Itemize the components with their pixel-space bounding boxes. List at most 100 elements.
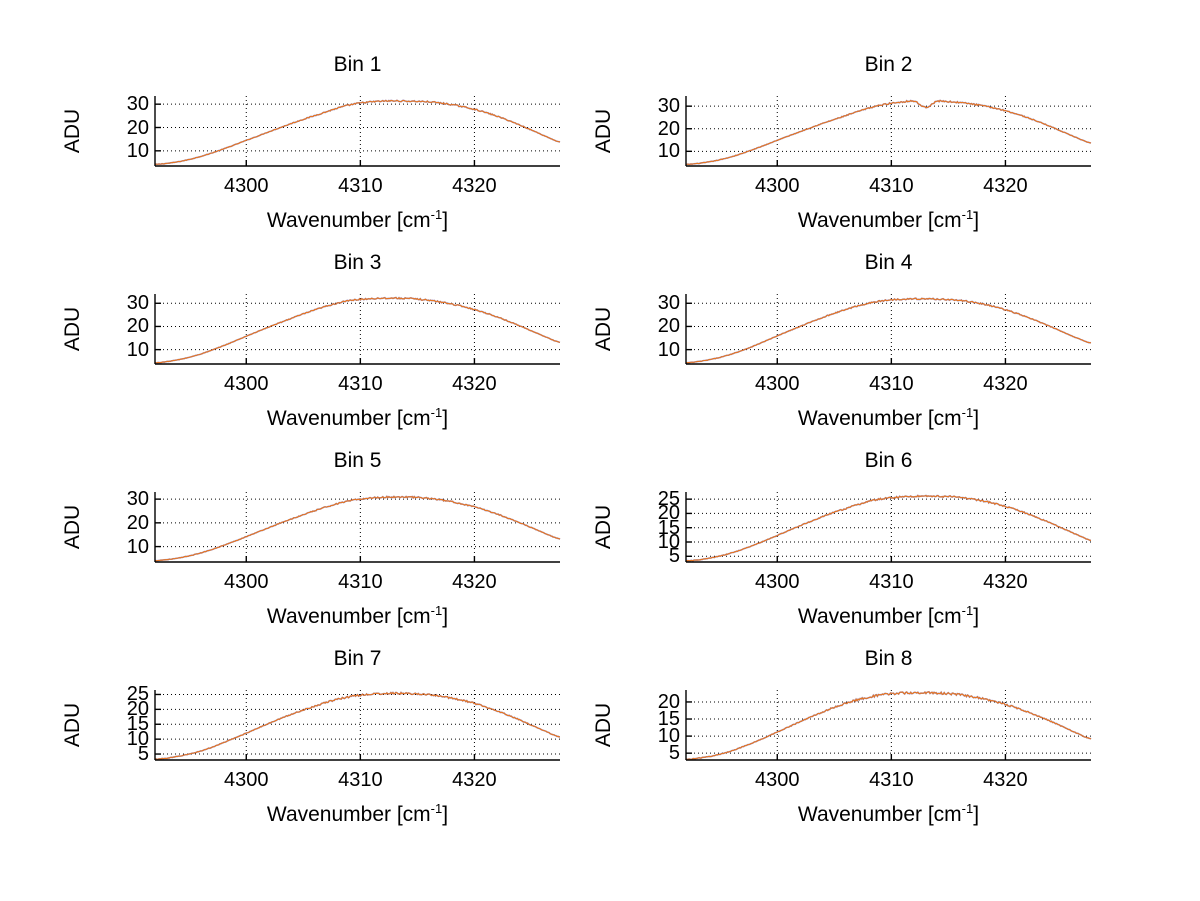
- y-tick-label: 10: [126, 338, 149, 361]
- data-curve-underlay: [685, 99, 1092, 166]
- x-axis-label-exponent: -1: [961, 801, 974, 816]
- y-tick-label: 20: [126, 116, 149, 139]
- data-curve-underlay: [154, 495, 561, 562]
- x-tick-label: 4310: [338, 769, 383, 791]
- x-axis-label-text: Wavenumber [cm: [266, 209, 431, 232]
- y-axis-label: ADU: [592, 504, 615, 550]
- plot-axes: 10 20 30 4300 4310 4320: [127, 293, 561, 394]
- panel-title: Bin 3: [333, 251, 382, 274]
- subplot-bin-4: Bin 4 ADU 10 20 30 4300 4310 4320 Wavenumber [cm…: [576, 252, 1111, 442]
- y-tick-label: 20: [126, 315, 149, 338]
- x-axis-label-exponent: -1: [430, 207, 443, 222]
- plot-svg: [685, 294, 1092, 365]
- x-axis-label-bracket: ]: [442, 803, 449, 826]
- y-axis-label: ADU: [592, 108, 615, 154]
- x-tick-label: 4320: [452, 571, 497, 593]
- x-tick-label: 4310: [869, 571, 914, 593]
- data-curve: [685, 691, 1092, 760]
- x-tick-label: 4300: [755, 769, 800, 791]
- x-tick-label: 4310: [338, 571, 383, 593]
- y-tick-label: 25: [126, 683, 149, 706]
- x-tick-label: 4300: [224, 373, 269, 395]
- x-tick-label: 4310: [338, 175, 383, 197]
- x-tick-label: 4310: [869, 769, 914, 791]
- data-curve: [155, 296, 561, 364]
- x-tick-label: 4300: [224, 769, 269, 791]
- x-axis-label: Wavenumber [cm-1]: [686, 801, 1091, 826]
- x-axis-label-bracket: ]: [442, 407, 449, 430]
- x-axis-label-bracket: ]: [442, 209, 449, 232]
- x-axis-label-exponent: -1: [430, 801, 443, 816]
- x-axis-label-bracket: ]: [442, 605, 449, 628]
- subplot-bin-8: Bin 8 ADU 5 10 15 20 4300 4310 4320 Wavenumber [c…: [576, 648, 1111, 838]
- plot-svg: [685, 690, 1092, 761]
- x-axis-label: Wavenumber [cm-1]: [155, 603, 560, 628]
- x-tick-label: 4320: [983, 571, 1028, 593]
- x-tick-label: 4300: [755, 571, 800, 593]
- x-axis-label: Wavenumber [cm-1]: [155, 207, 560, 232]
- data-curve-underlay: [155, 296, 561, 364]
- y-axis-label: ADU: [592, 702, 615, 748]
- data-curve-underlay: [154, 99, 561, 166]
- y-tick-label: 5: [137, 743, 149, 766]
- x-tick-label: 4300: [755, 373, 800, 395]
- subplot-bin-6: Bin 6 ADU 5 10 15 20 25 4300 4310 4320 Wavenumber …: [576, 450, 1111, 640]
- subplot-bin-5: Bin 5 ADU 10 20 30 4300 4310 4320 Wavenumber [cm…: [45, 450, 580, 640]
- subplot-bin-1: Bin 1 ADU 10 20 30 4300 4310 4320 Wavenumber [cm…: [45, 54, 580, 244]
- y-tick-label: 30: [126, 93, 149, 116]
- x-axis-label: Wavenumber [cm-1]: [686, 406, 1091, 429]
- panel-title: Bin 6: [864, 449, 913, 472]
- x-axis-label-bracket: ]: [973, 605, 980, 628]
- plot-axes: 10 20 30 4300 4310 4320: [127, 489, 561, 592]
- data-curve: [685, 297, 1092, 364]
- data-curve-underlay: [685, 297, 1092, 364]
- x-axis-label-text: Wavenumber [cm: [266, 803, 431, 826]
- y-tick-label: 30: [657, 95, 680, 118]
- x-tick-label: 4320: [983, 769, 1028, 791]
- x-tick-label: 4320: [983, 175, 1028, 197]
- panel-title: Bin 4: [864, 251, 913, 274]
- data-curve: [154, 495, 561, 562]
- x-axis-label-exponent: -1: [430, 603, 443, 618]
- x-axis-label: Wavenumber [cm-1]: [686, 207, 1091, 232]
- x-axis-label-text: Wavenumber [cm: [266, 605, 431, 628]
- panel-title: Bin 1: [333, 53, 382, 76]
- x-tick-label: 4320: [452, 175, 497, 197]
- panel-title: Bin 2: [864, 53, 913, 76]
- plot-axes: 5 10 15 20 25 4300 4310 4320: [658, 489, 1092, 592]
- x-tick-label: 4310: [869, 175, 914, 197]
- y-tick-label: 10: [126, 535, 149, 558]
- y-tick-label: 10: [657, 531, 680, 553]
- y-tick-label: 10: [657, 338, 680, 361]
- x-tick-label: 4320: [983, 373, 1028, 395]
- y-tick-label: 10: [126, 728, 149, 751]
- plot-axes: 10 20 30 4300 4310 4320: [658, 293, 1092, 394]
- x-tick-label: 4300: [755, 175, 800, 197]
- x-axis-label-text: Wavenumber [cm: [797, 605, 962, 628]
- data-curve: [154, 99, 561, 165]
- y-tick-label: 15: [657, 516, 680, 539]
- y-tick-label: 30: [657, 292, 680, 315]
- x-tick-label: 4320: [452, 769, 497, 791]
- plot-axes: 5 10 15 20 25 4300 4310 4320: [127, 684, 561, 790]
- x-tick-label: 4310: [338, 373, 383, 395]
- plot-svg: [685, 96, 1092, 167]
- y-tick-label: 30: [126, 292, 149, 315]
- plot-svg: [154, 690, 561, 761]
- subplot-bin-7: Bin 7 ADU 5 10 15 20 25 4300 4310 4320 Wavenumber …: [45, 648, 580, 838]
- y-tick-label: 5: [668, 545, 680, 568]
- subplot-bin-3: Bin 3 ADU 10 20 30 4300 4310 4320 Wavenumber [cm…: [45, 252, 580, 442]
- data-curve: [155, 691, 561, 760]
- panel-title: Bin 7: [333, 647, 382, 670]
- plot-axes: 5 10 15 20 4300 4310 4320: [658, 690, 1092, 790]
- x-axis-label-exponent: -1: [961, 207, 974, 222]
- y-axis-label: ADU: [61, 504, 84, 550]
- y-tick-label: 20: [126, 698, 149, 721]
- x-axis-label-bracket: ]: [973, 209, 980, 232]
- y-tick-label: 10: [126, 139, 149, 162]
- data-curve: [685, 494, 1092, 562]
- x-axis-label-bracket: ]: [973, 803, 980, 826]
- y-tick-label: 15: [657, 708, 680, 731]
- plot-svg: [154, 96, 561, 167]
